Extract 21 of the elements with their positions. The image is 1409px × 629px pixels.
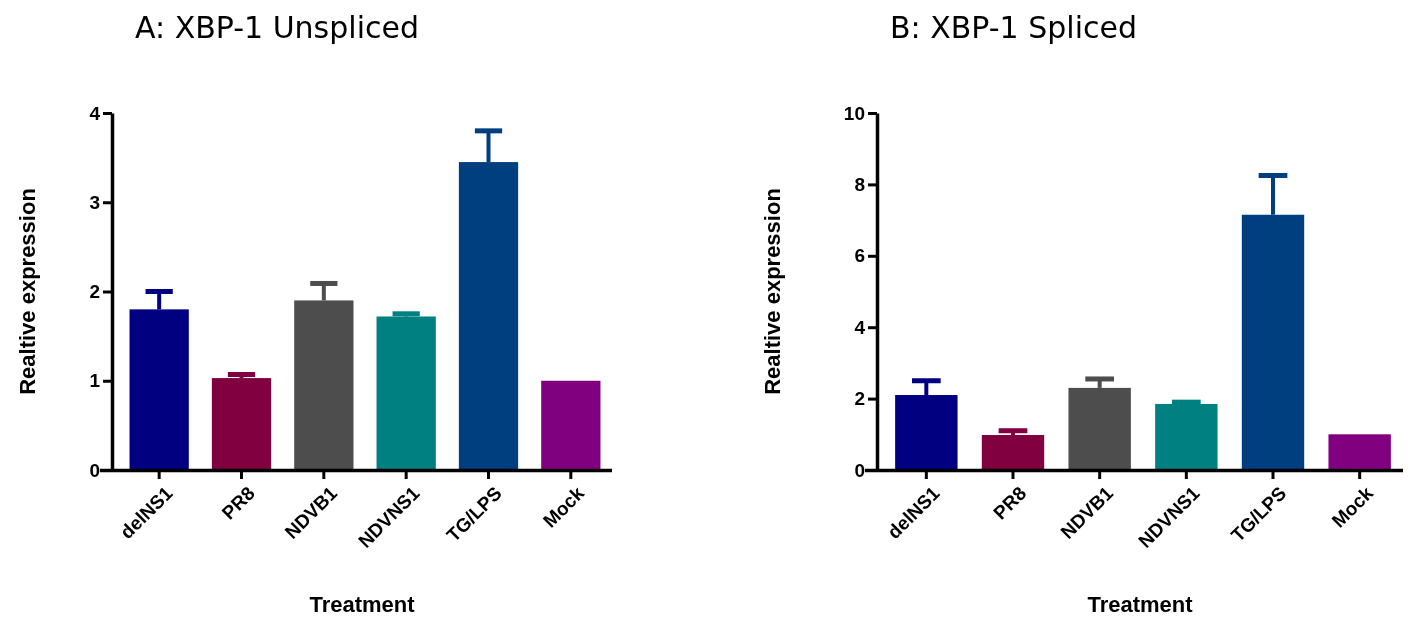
x-axis-title: Treatment (309, 592, 416, 617)
y-tick-label: 0 (854, 459, 865, 481)
y-axis-title: Realtive expression (15, 188, 40, 395)
y-tick-label: 4 (89, 102, 101, 124)
y-tick-label: 2 (854, 388, 865, 410)
y-tick-label: 8 (854, 173, 865, 195)
y-tick-label: 3 (89, 191, 100, 213)
y-tick-label: 1 (89, 370, 101, 392)
x-axis-title: Treatment (1087, 592, 1194, 617)
y-tick-label: 0 (89, 459, 100, 481)
bar (1328, 434, 1391, 470)
bar (1155, 403, 1218, 470)
chart-title: B: XBP-1 Spliced (890, 10, 1137, 45)
y-tick-label: 4 (854, 316, 866, 338)
y-tick-label: 10 (843, 102, 865, 124)
chart-title: A: XBP-1 Unspliced (135, 10, 419, 45)
y-tick-label: 2 (89, 281, 100, 303)
y-tick-label: 6 (854, 245, 865, 267)
y-axis-title: Realtive expression (760, 188, 785, 395)
bar (981, 435, 1045, 470)
bar (541, 380, 601, 470)
